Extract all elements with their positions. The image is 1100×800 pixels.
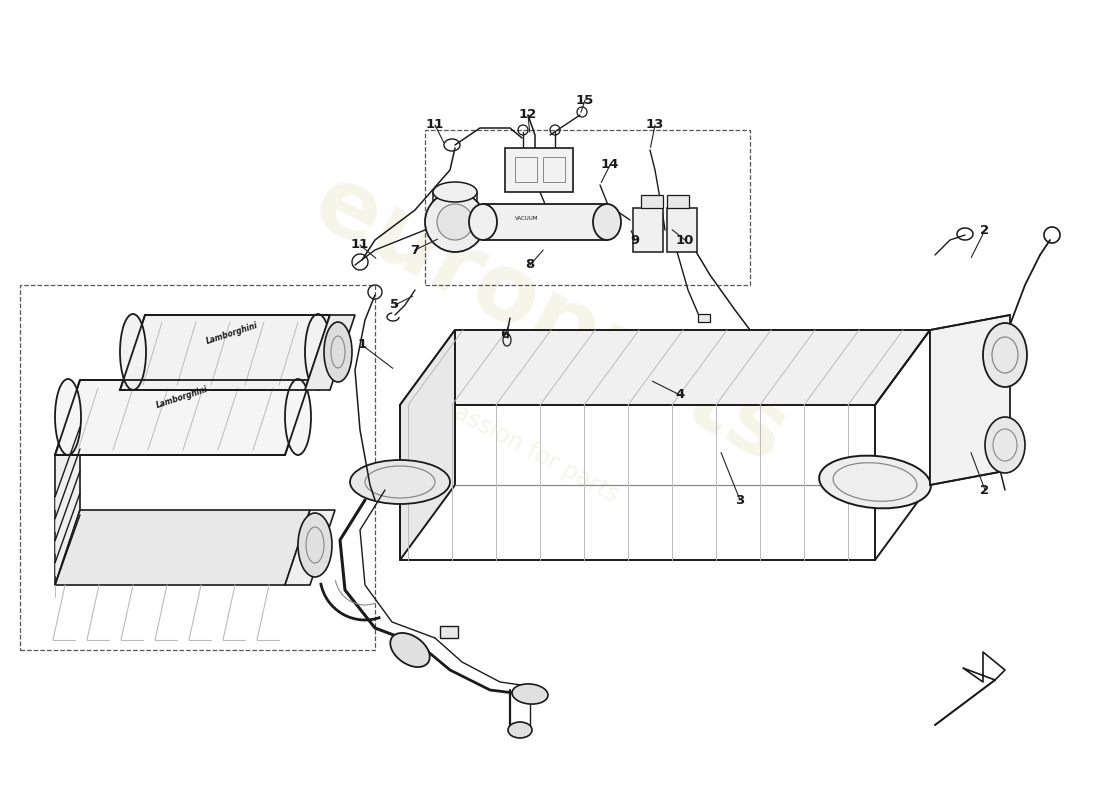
Text: 9: 9: [630, 234, 639, 246]
Bar: [515, 157, 537, 182]
Ellipse shape: [350, 460, 450, 504]
Polygon shape: [305, 315, 355, 390]
Ellipse shape: [298, 513, 332, 577]
Bar: [667, 195, 689, 208]
Text: VACUUM: VACUUM: [515, 216, 538, 221]
Polygon shape: [120, 315, 330, 390]
Text: 11: 11: [351, 238, 370, 251]
Ellipse shape: [390, 633, 430, 667]
Text: Lamborghini: Lamborghini: [205, 321, 260, 346]
Ellipse shape: [469, 204, 497, 240]
Text: Lamborghini: Lamborghini: [155, 385, 209, 410]
Text: 11: 11: [426, 118, 444, 131]
Text: 3: 3: [736, 494, 745, 506]
Ellipse shape: [55, 379, 81, 455]
Polygon shape: [55, 510, 310, 585]
Text: a passion for parts: a passion for parts: [417, 382, 623, 507]
Bar: [667, 208, 697, 252]
Bar: [632, 208, 663, 252]
Bar: [543, 157, 565, 182]
Bar: [20, 285, 375, 650]
Text: 10: 10: [675, 234, 694, 246]
Text: 14: 14: [601, 158, 619, 171]
Text: 2: 2: [980, 223, 990, 237]
Polygon shape: [930, 315, 1010, 485]
Bar: [505, 148, 573, 192]
Text: 8: 8: [526, 258, 535, 271]
Text: 2: 2: [980, 483, 990, 497]
Polygon shape: [483, 204, 607, 240]
Polygon shape: [55, 380, 80, 585]
Ellipse shape: [425, 192, 485, 252]
Ellipse shape: [983, 323, 1027, 387]
Ellipse shape: [820, 456, 931, 508]
Text: 7: 7: [410, 243, 419, 257]
Text: 4: 4: [675, 389, 684, 402]
Ellipse shape: [984, 417, 1025, 473]
Ellipse shape: [285, 379, 311, 455]
Text: 13: 13: [646, 118, 664, 131]
Text: 1: 1: [358, 338, 366, 351]
Polygon shape: [400, 330, 930, 405]
Text: europarts: europarts: [298, 157, 802, 483]
Text: 15: 15: [576, 94, 594, 106]
Ellipse shape: [324, 322, 352, 382]
Text: 12: 12: [519, 109, 537, 122]
Ellipse shape: [437, 204, 473, 240]
Polygon shape: [55, 380, 310, 455]
Ellipse shape: [305, 314, 331, 390]
Ellipse shape: [508, 722, 532, 738]
Bar: [698, 314, 710, 322]
Ellipse shape: [512, 684, 548, 704]
Ellipse shape: [120, 314, 146, 390]
Bar: [425, 130, 750, 285]
Polygon shape: [400, 330, 455, 560]
Bar: [641, 195, 663, 208]
Ellipse shape: [433, 182, 477, 202]
Text: 5: 5: [390, 298, 399, 311]
Polygon shape: [285, 510, 336, 585]
Ellipse shape: [593, 204, 622, 240]
Text: 6: 6: [500, 329, 509, 342]
Bar: [440, 626, 458, 638]
